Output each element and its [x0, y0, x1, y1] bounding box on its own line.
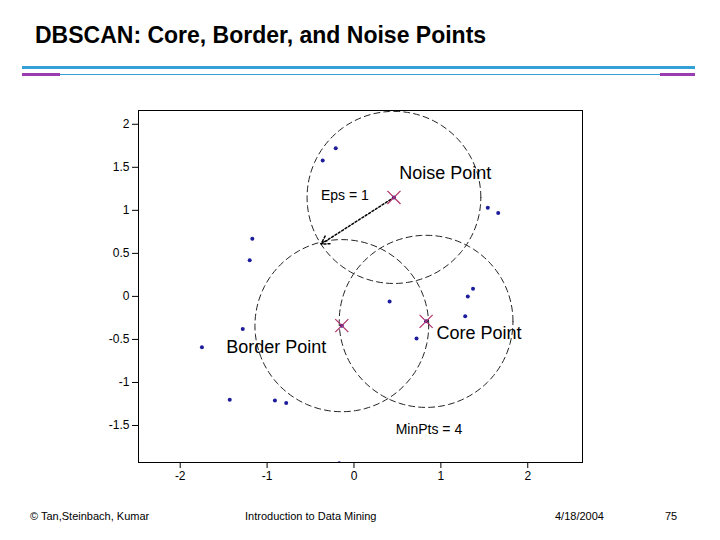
svg-text:1.5: 1.5	[113, 160, 130, 174]
svg-text:-0.5: -0.5	[109, 332, 130, 346]
html-text:4/18/2004: 4/18/2004	[555, 510, 604, 522]
svg-text:1: 1	[123, 203, 130, 217]
svg-text:-1: -1	[119, 375, 130, 389]
html-text:DBSCAN: Core, Border, and Nois: DBSCAN: Core, Border, and Noise Points	[35, 22, 487, 48]
svg-text:2: 2	[524, 469, 531, 483]
svg-text:Eps = 1: Eps = 1	[321, 187, 369, 203]
svg-text:0: 0	[351, 469, 358, 483]
svg-text:Core Point: Core Point	[437, 323, 522, 343]
svg-text:Noise Point: Noise Point	[399, 163, 491, 183]
html-text:75: 75	[665, 510, 678, 522]
html-text:© Tan,Steinbach, Kumar: © Tan,Steinbach, Kumar	[30, 510, 150, 522]
html-text:Introduction to Data Mining: Introduction to Data Mining	[245, 510, 377, 522]
svg-text:1: 1	[438, 469, 445, 483]
svg-text:2: 2	[123, 117, 130, 131]
svg-text:-1: -1	[262, 469, 273, 483]
svg-text:Border Point: Border Point	[226, 337, 326, 357]
svg-text:0: 0	[123, 289, 130, 303]
svg-text:-2: -2	[175, 469, 186, 483]
svg-text:MinPts = 4: MinPts = 4	[396, 421, 463, 437]
svg-text:-1.5: -1.5	[109, 418, 130, 432]
svg-text:0.5: 0.5	[113, 246, 130, 260]
